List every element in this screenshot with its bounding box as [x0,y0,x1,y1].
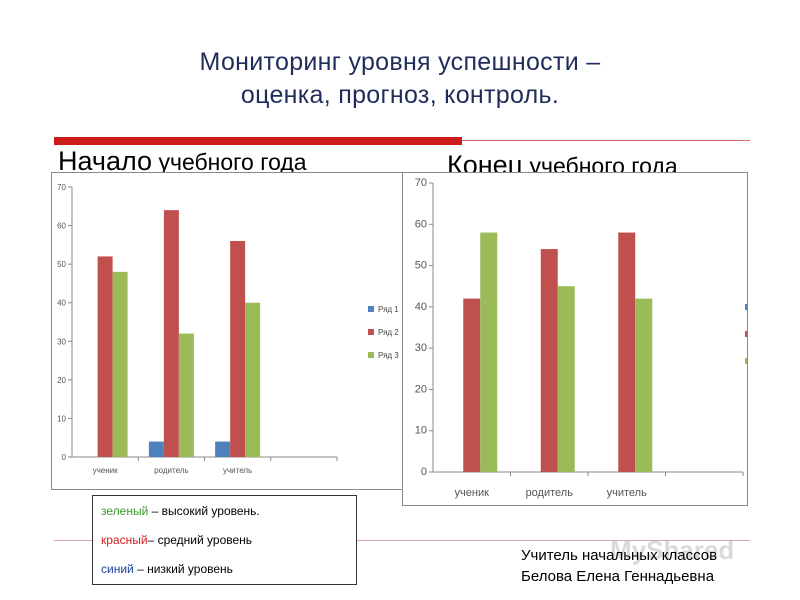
legend-swatch-2 [368,329,374,335]
y-tick-label: 50 [415,260,427,272]
x-tick-label: родитель [526,487,574,499]
chart-end-svg: 010203040506070ученикродительучительРяд … [415,177,747,499]
legend-swatch-2 [745,331,747,337]
y-tick-label: 20 [415,383,427,395]
bar-3-2 [557,286,575,472]
bar-2-2 [540,249,558,472]
y-tick-label: 40 [415,301,427,313]
accent-bar [54,137,462,145]
y-tick-label: 30 [415,342,427,354]
bottom-divider [54,540,750,541]
note-red-text: – средний уровень [147,533,253,547]
teacher-line-2: Белова Елена Геннадьевна [521,568,715,585]
y-tick-label: 70 [57,183,66,192]
x-tick-label: ученик [93,466,119,475]
y-tick-label: 30 [57,337,66,346]
bar-2-3 [618,232,636,472]
y-tick-label: 10 [57,414,66,423]
y-tick-label: 50 [57,260,66,269]
legend-label-3: Ряд 3 [378,351,399,360]
bar-1-3 [215,441,231,457]
x-tick-label: учитель [607,487,647,499]
heading-start: Начало учебного года [58,146,307,177]
x-tick-label: ученик [455,487,490,499]
watermark: MyShared [610,535,735,565]
note-row-blue: синий – низкий уровень [101,562,233,576]
heading-start-word: Начало [58,146,153,176]
bar-3-2 [178,333,194,457]
teacher-line-1: Учитель начальных классов [521,547,718,564]
bar-2-3 [230,241,246,457]
title-line-2: оценка, прогноз, контроль. [240,81,560,109]
y-tick-label: 60 [415,218,427,230]
chart-start-of-year: 0 10 20 30 40 50 60 70 ученик родитель учитель Ряд … [51,172,405,490]
title-line-1: Мониторинг уровня успешности – [199,48,601,76]
page-title: Мониторинг уровня успешности – оценка, п… [0,46,800,112]
bar-2-1 [97,256,113,457]
legend-swatch-1 [368,306,374,312]
y-tick-label: 0 [421,466,427,478]
note-row-green: зеленый – высокий уровень. [101,504,260,518]
legend-swatch-1 [745,304,747,310]
y-tick-label: 10 [415,425,427,437]
bar-3-3 [635,298,653,472]
bar-3-3 [245,302,261,457]
note-row-red: красный– средний уровень [101,533,252,547]
heading-start-rest: учебного года [152,149,307,175]
teacher-credit: Учитель начальных классов Белова Елена Г… [521,545,717,587]
y-tick-label: 40 [57,299,66,308]
chart-end-of-year: 010203040506070ученикродительучительРяд … [402,172,748,506]
note-green-word: зеленый [101,504,149,518]
y-tick-label: 60 [57,222,66,231]
bar-2-2 [163,210,179,457]
note-blue-text: – низкий уровень [133,562,233,576]
chart-start-svg: 0 10 20 30 40 50 60 70 ученик родитель учитель Ряд … [57,183,399,475]
y-tick-label: 70 [415,177,427,189]
legend-swatch-3 [745,358,747,364]
y-tick-label: 0 [62,453,67,462]
y-tick-label: 20 [57,376,66,385]
legend-swatch-3 [368,352,374,358]
note-green-text: – высокий уровень. [148,504,260,518]
x-tick-label: родитель [154,466,188,475]
bar-1-2 [148,441,164,457]
note-red-word: красный [101,533,148,547]
x-tick-label: учитель [223,466,252,475]
legend-label-2: Ряд 2 [378,328,399,337]
bar-3-1 [480,232,498,472]
note-blue-word: синий [101,562,134,576]
accent-line [462,140,750,141]
color-legend-note: зеленый – высокий уровень. красный– сред… [92,495,357,585]
bar-2-1 [463,298,481,472]
bar-3-1 [112,271,128,457]
legend-label-1: Ряд 1 [378,305,399,314]
